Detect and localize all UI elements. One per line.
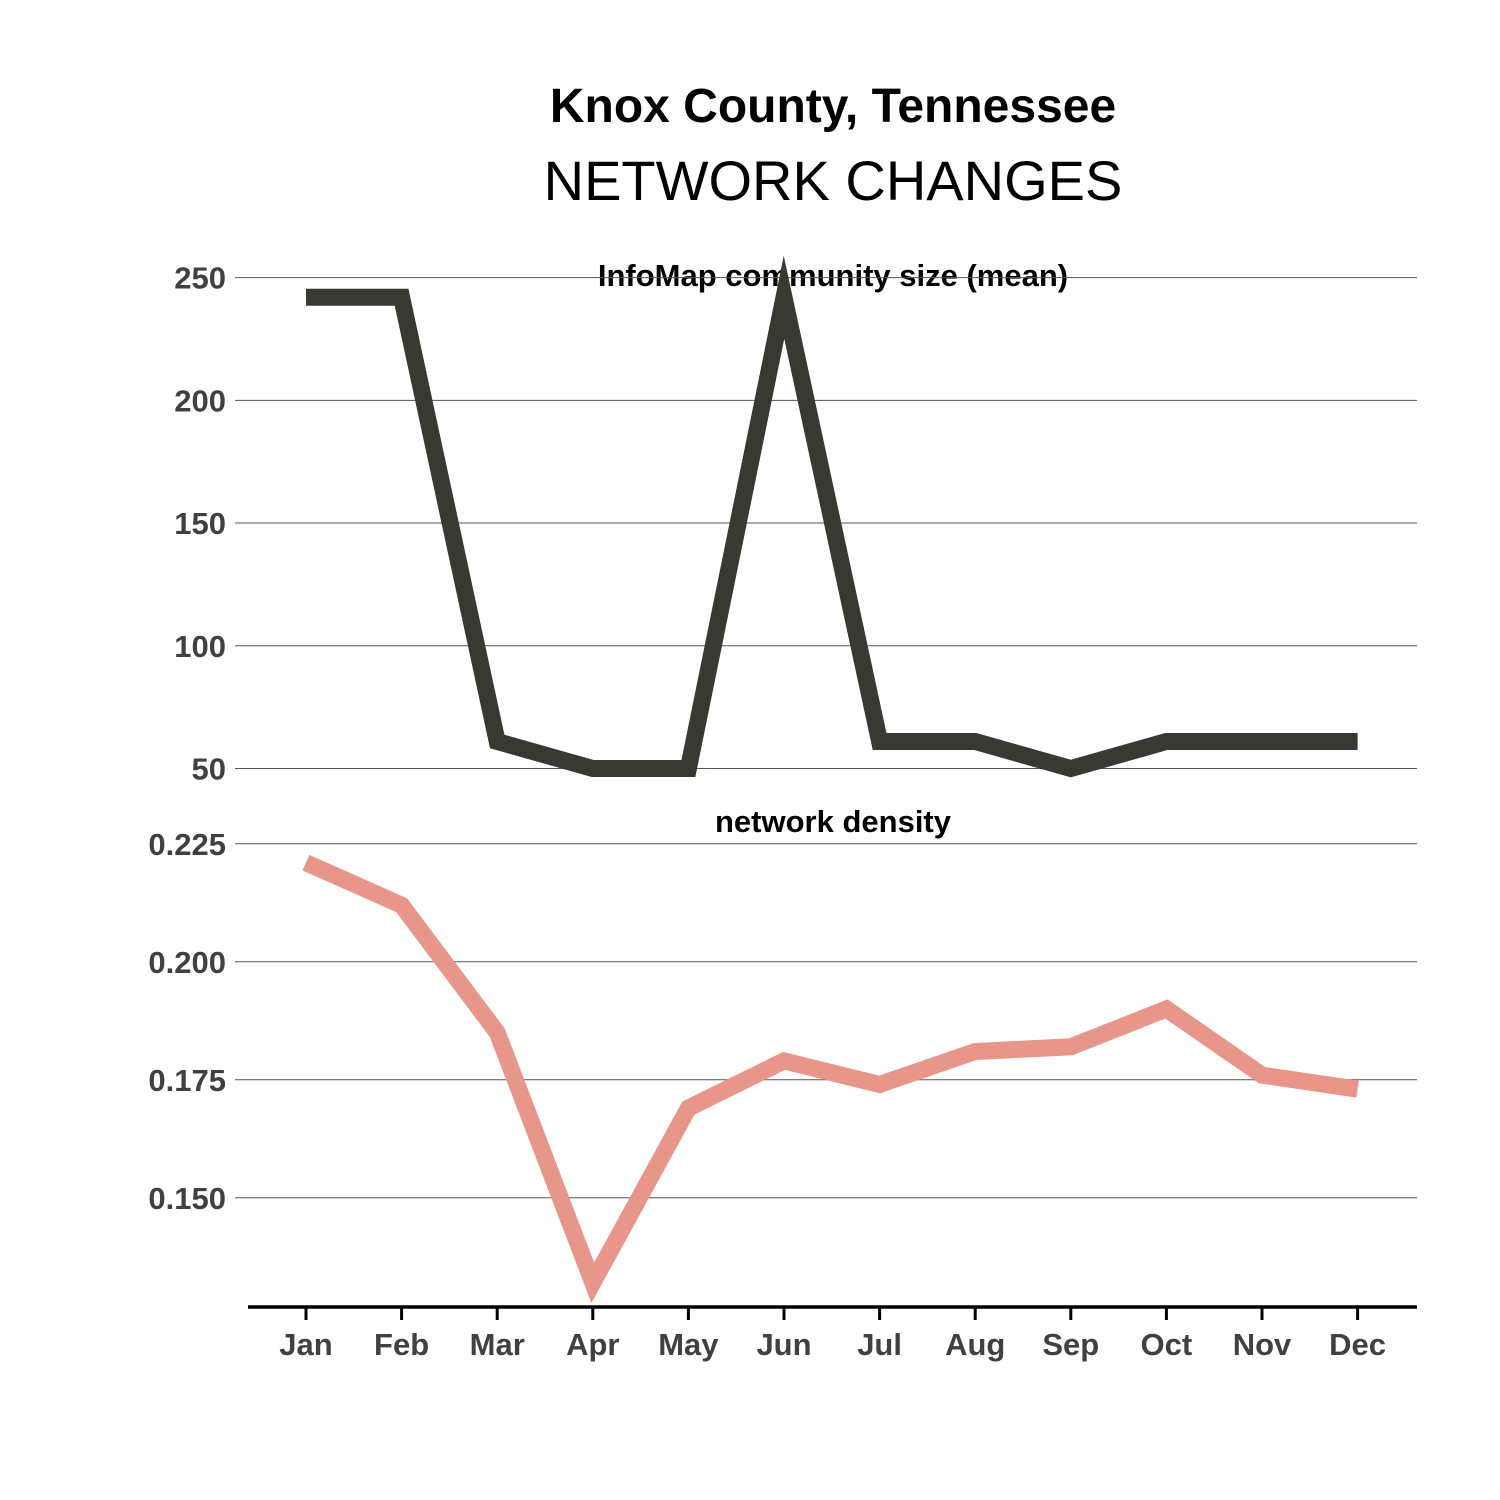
x-tick-label-jan: Jan: [279, 1327, 332, 1362]
network-density-point-jan: [306, 862, 307, 863]
community-size-point-may: [688, 768, 689, 769]
community-size-y-tick-label: 200: [174, 383, 226, 418]
x-axis: Jan Feb Mar Apr May Jun Jul Aug Sep Oct Nov Dec: [248, 1305, 1417, 1362]
x-tick-label-apr: Apr: [566, 1327, 619, 1362]
community-size-line: [306, 255, 1358, 778]
x-tick-label-jun: Jun: [756, 1327, 811, 1362]
community-size-y-tick-label: 100: [174, 629, 226, 664]
network-density-point-jun: [784, 1060, 785, 1061]
community-size-panel: InfoMap community size (mean) 50 100 150 20…: [174, 255, 1417, 787]
network-density-point-oct: [1166, 1009, 1167, 1010]
network-density-point-aug: [975, 1051, 976, 1052]
x-tick-label-jul: Jul: [857, 1327, 902, 1362]
community-size-point-dec: [1357, 741, 1358, 742]
community-size-point-jun: [784, 297, 785, 298]
network-density-point-mar: [497, 1032, 498, 1033]
network-density-line: [302, 854, 1359, 1304]
network-density-point-feb: [401, 905, 402, 906]
x-tick-label-sep: Sep: [1042, 1327, 1099, 1362]
network-density-panel-title: network density: [715, 804, 952, 839]
community-size-y-tick-labels: 50 100 150 200 250: [174, 261, 226, 787]
network-density-y-tick-label: 0.200: [148, 945, 226, 980]
network-density-point-sep: [1070, 1046, 1071, 1047]
network-density-point-jul: [879, 1084, 880, 1085]
x-tick-label-oct: Oct: [1141, 1327, 1193, 1362]
x-tick-label-mar: Mar: [470, 1327, 525, 1362]
community-size-point-mar: [497, 741, 498, 742]
community-size-series: [306, 255, 1358, 778]
network-density-panel: network density 0.150 0.175 0.200 0.225: [148, 804, 1417, 1304]
network-density-series: [302, 854, 1359, 1304]
community-size-y-tick-label: 150: [174, 506, 226, 541]
community-size-point-jul: [879, 741, 880, 742]
network-density-point-nov: [1262, 1075, 1263, 1076]
community-size-point-oct: [1166, 741, 1167, 742]
x-tick-label-dec: Dec: [1329, 1327, 1386, 1362]
figure-subtitle: NETWORK CHANGES: [544, 149, 1123, 212]
network-density-point-apr: [592, 1282, 593, 1283]
network-density-point-dec: [1357, 1089, 1358, 1090]
community-size-point-apr: [592, 768, 593, 769]
community-size-point-feb: [401, 297, 402, 298]
community-size-point-nov: [1262, 741, 1263, 742]
network-density-y-tick-label: 0.225: [148, 827, 226, 862]
network-density-y-tick-label: 0.175: [148, 1063, 226, 1098]
x-tick-label-feb: Feb: [374, 1327, 429, 1362]
community-size-y-tick-label: 250: [174, 261, 226, 296]
network-density-y-tick-label: 0.150: [148, 1181, 226, 1216]
network-density-point-may: [688, 1108, 689, 1109]
community-size-point-sep: [1070, 768, 1071, 769]
community-size-point-jan: [306, 297, 307, 298]
x-tick-label-aug: Aug: [945, 1327, 1005, 1362]
community-size-y-tick-label: 50: [192, 751, 226, 786]
network-density-gridlines: [235, 843, 1417, 1199]
x-tick-label-may: May: [658, 1327, 719, 1362]
community-size-panel-title: InfoMap community size (mean): [598, 258, 1068, 293]
figure-title: Knox County, Tennessee: [550, 80, 1116, 133]
network-density-y-tick-labels: 0.150 0.175 0.200 0.225: [148, 827, 226, 1216]
x-tick-label-nov: Nov: [1233, 1327, 1292, 1362]
community-size-point-aug: [975, 741, 976, 742]
